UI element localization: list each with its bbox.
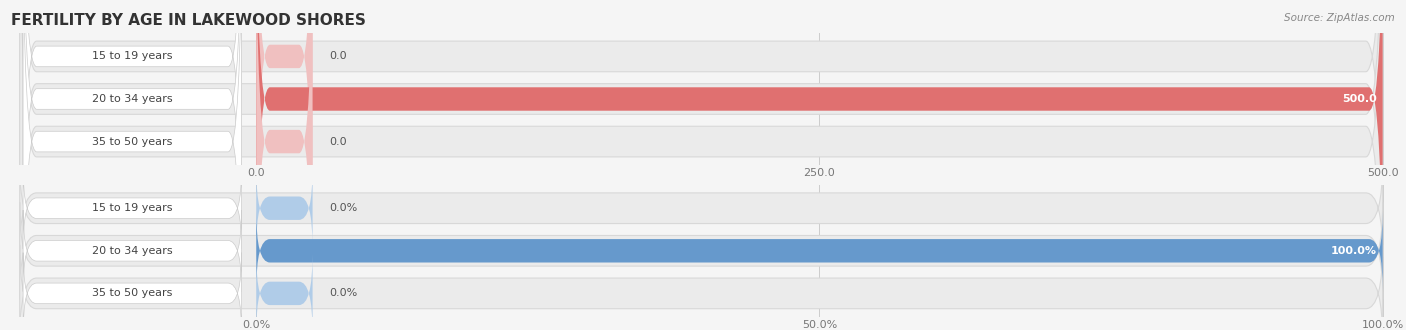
FancyBboxPatch shape xyxy=(256,212,1382,290)
FancyBboxPatch shape xyxy=(20,160,1382,257)
Text: 15 to 19 years: 15 to 19 years xyxy=(91,51,173,61)
Text: Source: ZipAtlas.com: Source: ZipAtlas.com xyxy=(1284,13,1395,23)
FancyBboxPatch shape xyxy=(22,210,242,292)
Text: 100.0%: 100.0% xyxy=(1331,246,1376,256)
Text: 0.0: 0.0 xyxy=(329,51,347,61)
FancyBboxPatch shape xyxy=(256,254,312,330)
FancyBboxPatch shape xyxy=(22,0,242,330)
Text: 35 to 50 years: 35 to 50 years xyxy=(93,137,173,147)
Text: 15 to 19 years: 15 to 19 years xyxy=(91,203,173,213)
Text: 0.0%: 0.0% xyxy=(329,203,357,213)
FancyBboxPatch shape xyxy=(20,0,1382,330)
FancyBboxPatch shape xyxy=(256,169,312,248)
FancyBboxPatch shape xyxy=(256,0,312,330)
FancyBboxPatch shape xyxy=(22,252,242,330)
Text: 0.0%: 0.0% xyxy=(329,288,357,298)
FancyBboxPatch shape xyxy=(20,202,1382,299)
FancyBboxPatch shape xyxy=(22,0,242,302)
FancyBboxPatch shape xyxy=(256,0,1382,330)
Text: 20 to 34 years: 20 to 34 years xyxy=(91,246,173,256)
FancyBboxPatch shape xyxy=(22,0,242,330)
FancyBboxPatch shape xyxy=(20,0,1382,330)
Text: 500.0: 500.0 xyxy=(1343,94,1376,104)
Text: FERTILITY BY AGE IN LAKEWOOD SHORES: FERTILITY BY AGE IN LAKEWOOD SHORES xyxy=(11,13,366,28)
Text: 20 to 34 years: 20 to 34 years xyxy=(91,94,173,104)
FancyBboxPatch shape xyxy=(20,0,1382,330)
Text: 35 to 50 years: 35 to 50 years xyxy=(93,288,173,298)
FancyBboxPatch shape xyxy=(22,167,242,249)
FancyBboxPatch shape xyxy=(256,0,312,300)
Text: 0.0: 0.0 xyxy=(329,137,347,147)
FancyBboxPatch shape xyxy=(20,245,1382,330)
